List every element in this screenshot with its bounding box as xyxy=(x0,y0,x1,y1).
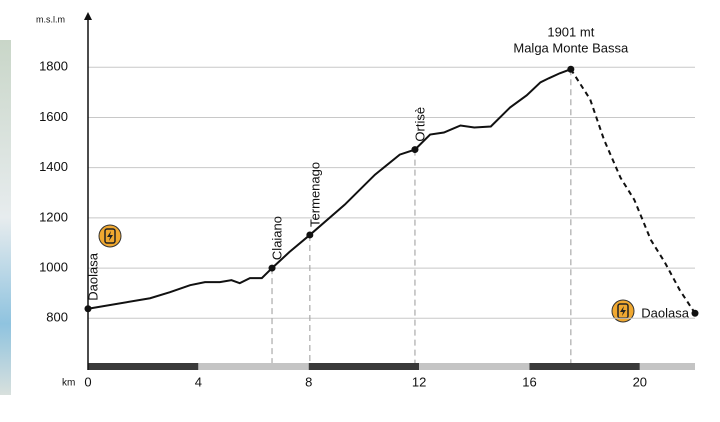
x-tick-label: 0 xyxy=(84,374,91,389)
waypoint xyxy=(411,146,419,154)
scale-segment xyxy=(419,363,530,370)
y-tick-label: 1600 xyxy=(39,109,68,124)
waypoint xyxy=(84,305,92,313)
x-tick-label: 8 xyxy=(305,374,312,389)
waypoint xyxy=(306,231,314,239)
x-tick-label: 20 xyxy=(633,374,647,389)
photo-strip xyxy=(0,40,11,395)
profile-line xyxy=(569,68,696,314)
x-tick-label: 12 xyxy=(412,374,426,389)
scale-segment xyxy=(529,363,640,370)
scale-segment xyxy=(639,363,695,370)
waypoint xyxy=(567,65,575,73)
scale-segment xyxy=(198,363,309,370)
y-axis-label: m.s.l.m xyxy=(36,14,65,24)
y-tick-label: 1000 xyxy=(39,260,68,275)
waypoint-label: Claiano xyxy=(269,216,284,260)
waypoint xyxy=(691,309,699,317)
waypoint-label: Termenago xyxy=(307,162,322,227)
waypoint-label: Daolasa xyxy=(85,252,100,300)
y-axis-arrow xyxy=(84,12,92,20)
waypoint-label: Daolasa xyxy=(641,306,689,321)
y-tick-label: 1800 xyxy=(39,59,68,74)
x-tick-label: 16 xyxy=(522,374,536,389)
waypoint-label: Ortisè xyxy=(412,107,427,142)
scale-segment xyxy=(308,363,420,370)
profile-line xyxy=(87,68,572,310)
y-tick-label: 1200 xyxy=(39,209,68,224)
waypoint-label: 1901 mt xyxy=(547,25,594,40)
waypoint-label: Malga Monte Bassa xyxy=(513,41,629,56)
battery-icon xyxy=(98,224,122,248)
y-tick-label: 1400 xyxy=(39,159,68,174)
y-tick-label: 800 xyxy=(46,310,68,325)
x-tick-label: 4 xyxy=(195,374,202,389)
x-axis-label: km xyxy=(62,378,75,389)
waypoint xyxy=(268,264,276,272)
scale-segment xyxy=(88,363,199,370)
